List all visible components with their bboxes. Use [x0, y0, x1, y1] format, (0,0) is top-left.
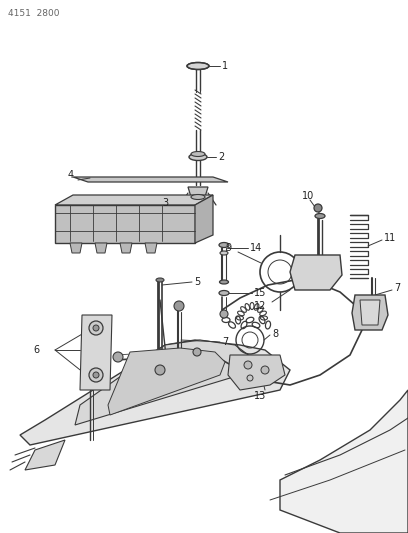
Polygon shape: [25, 440, 65, 470]
Circle shape: [314, 204, 322, 212]
Polygon shape: [188, 187, 208, 197]
Text: 3: 3: [162, 198, 168, 208]
Text: 11: 11: [384, 233, 396, 243]
Text: 7: 7: [222, 337, 228, 347]
Ellipse shape: [156, 278, 164, 282]
Polygon shape: [280, 390, 408, 533]
Circle shape: [93, 372, 99, 378]
Text: 13: 13: [254, 391, 266, 401]
Text: 15: 15: [254, 288, 266, 298]
Polygon shape: [55, 195, 213, 205]
Ellipse shape: [220, 251, 228, 255]
Polygon shape: [20, 340, 290, 445]
Polygon shape: [80, 315, 112, 390]
Polygon shape: [290, 255, 342, 290]
Text: 14: 14: [250, 243, 262, 253]
Polygon shape: [75, 340, 255, 425]
Text: 7: 7: [394, 283, 400, 293]
Polygon shape: [95, 243, 107, 253]
Ellipse shape: [219, 243, 229, 247]
Ellipse shape: [191, 195, 205, 199]
Text: 6: 6: [34, 345, 40, 355]
Polygon shape: [360, 300, 380, 325]
Ellipse shape: [219, 290, 229, 295]
Polygon shape: [228, 355, 285, 390]
Polygon shape: [55, 205, 195, 243]
Circle shape: [89, 368, 103, 382]
Circle shape: [193, 348, 201, 356]
Circle shape: [220, 310, 228, 318]
Circle shape: [155, 365, 165, 375]
Ellipse shape: [191, 151, 205, 157]
Text: 4: 4: [68, 170, 74, 180]
Polygon shape: [70, 243, 82, 253]
Text: 8: 8: [272, 329, 278, 339]
Ellipse shape: [315, 214, 325, 219]
Text: 2: 2: [218, 152, 224, 162]
Circle shape: [368, 318, 378, 328]
Circle shape: [261, 366, 269, 374]
Circle shape: [244, 361, 252, 369]
Circle shape: [89, 321, 103, 335]
Ellipse shape: [189, 154, 207, 160]
Polygon shape: [195, 195, 213, 243]
Ellipse shape: [220, 280, 228, 284]
Polygon shape: [145, 243, 157, 253]
Polygon shape: [73, 177, 228, 182]
Polygon shape: [120, 243, 132, 253]
Text: 4151  2800: 4151 2800: [8, 10, 60, 19]
Circle shape: [113, 352, 123, 362]
Circle shape: [174, 301, 184, 311]
Text: 10: 10: [302, 191, 314, 201]
Text: 12: 12: [254, 301, 266, 311]
Polygon shape: [108, 348, 225, 415]
Circle shape: [93, 325, 99, 331]
Circle shape: [247, 375, 253, 381]
Ellipse shape: [187, 62, 209, 69]
Text: 1: 1: [222, 61, 228, 71]
Text: 9: 9: [225, 243, 231, 253]
Text: 5: 5: [194, 277, 200, 287]
Polygon shape: [352, 295, 388, 330]
